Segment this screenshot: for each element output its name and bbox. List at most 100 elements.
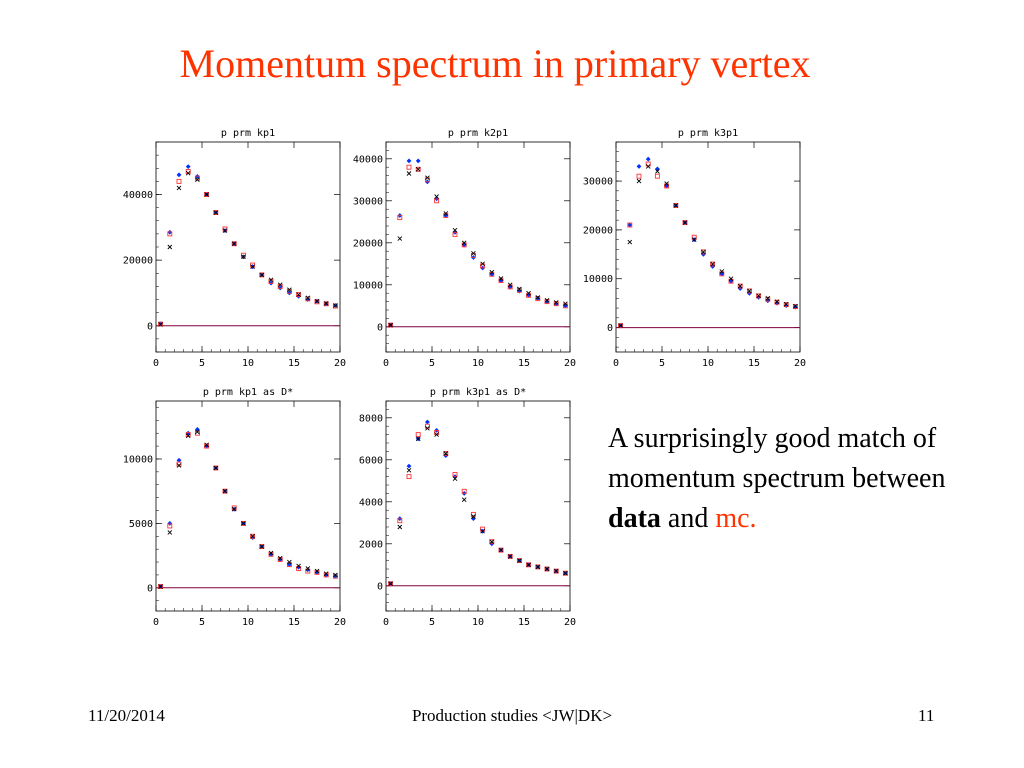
data-point-square (765, 296, 771, 302)
data-point-cross (204, 192, 209, 197)
data-point-cross (158, 322, 163, 327)
data-point-square (498, 547, 504, 553)
chart-title: p prm kp1 as D* (203, 387, 293, 398)
chart-p-prm-k2p1: p prm k2p1 0 5 10 15 20 0 10000 20000 30000 40000 (340, 122, 580, 372)
data-point-square (388, 322, 394, 328)
data-point-diamond (277, 557, 283, 562)
data-point-diamond (250, 535, 255, 540)
x-tick-label: 0 (613, 358, 619, 369)
data-point-cross (756, 293, 761, 299)
data-point-diamond (461, 242, 467, 248)
x-tick-label: 5 (429, 358, 435, 369)
data-point-cross (507, 554, 513, 559)
data-point-cross (213, 210, 219, 215)
y-tick-label: 6000 (359, 455, 383, 466)
data-point-square (443, 451, 449, 456)
data-point-cross (333, 572, 338, 578)
data-point-cross (397, 524, 403, 530)
data-point-diamond (636, 164, 642, 169)
x-tick-label: 15 (518, 617, 530, 628)
data-point-cross (765, 295, 771, 301)
data-point-square (792, 304, 798, 310)
data-point-cross (415, 436, 421, 442)
data-point-square (774, 299, 780, 305)
data-point-square (654, 173, 660, 179)
data-point-cross (185, 433, 191, 439)
data-point-cross (287, 287, 292, 292)
data-point-cross (397, 236, 403, 241)
data-point-cross (710, 261, 715, 267)
data-point-square (268, 551, 274, 557)
data-point-square (167, 231, 173, 237)
data-point-square (535, 564, 541, 570)
y-tick-label: 10000 (123, 454, 153, 465)
data-point-diamond (176, 457, 182, 463)
data-point-cross (222, 228, 228, 233)
data-point-cross (691, 237, 697, 242)
data-point-square (388, 581, 394, 587)
y-tick-label: 2000 (359, 539, 383, 550)
data-point-diamond (406, 158, 412, 164)
data-point-cross (489, 539, 495, 545)
data-point-diamond (544, 299, 550, 304)
data-point-cross (176, 185, 182, 191)
data-point-square (553, 301, 559, 307)
x-tick-label: 20 (564, 358, 576, 369)
data-point-square (277, 557, 283, 562)
data-point-cross (259, 272, 265, 278)
data-point-square (158, 321, 164, 327)
data-point-cross (452, 476, 458, 482)
data-point-square (194, 430, 200, 436)
data-point-cross (517, 558, 522, 563)
data-point-cross (314, 568, 320, 574)
data-point-square (158, 584, 164, 589)
data-point-diamond (406, 463, 412, 469)
data-point-square (213, 210, 219, 215)
data-point-cross (526, 290, 531, 296)
data-point-cross (259, 544, 265, 549)
data-point-square (544, 299, 550, 305)
data-point-cross (434, 194, 439, 199)
y-tick-label: 0 (377, 581, 383, 592)
y-tick-label: 5000 (129, 519, 153, 530)
data-point-cross (443, 211, 449, 216)
footer-date: 11/20/2014 (88, 706, 165, 725)
data-point-cross (296, 292, 301, 297)
x-tick-label: 20 (564, 617, 576, 628)
data-point-square (516, 558, 522, 564)
y-tick-label: 0 (607, 323, 613, 334)
data-point-cross (167, 244, 173, 250)
data-point-cross (563, 570, 568, 576)
data-point-square (673, 203, 679, 208)
data-point-cross (323, 301, 329, 306)
data-point-cross (627, 239, 633, 245)
data-point-square (213, 465, 219, 471)
data-point-diamond (645, 156, 651, 162)
data-point-cross (526, 562, 531, 568)
data-point-square (507, 553, 513, 559)
data-point-diamond (195, 426, 200, 432)
data-point-square (424, 423, 430, 429)
data-point-cross (461, 240, 467, 246)
data-point-diamond (333, 573, 338, 579)
chart-title: p prm k2p1 (448, 128, 508, 139)
chart-p-prm-kp1: p prm kp1 0 5 10 15 20 0 20000 40000 (110, 122, 350, 372)
y-tick-label: 8000 (359, 413, 383, 424)
data-point-square (323, 572, 329, 578)
data-point-square (562, 570, 568, 576)
data-point-square (746, 288, 752, 294)
x-tick-label: 0 (153, 358, 159, 369)
data-point-square (415, 166, 421, 172)
x-tick-label: 0 (383, 617, 389, 628)
y-tick-label: 30000 (353, 196, 383, 207)
data-point-cross (425, 425, 430, 431)
data-point-cross (655, 168, 660, 174)
data-point-square (332, 303, 338, 309)
y-tick-label: 4000 (359, 497, 383, 508)
summary-text-pre: A surprisingly good match of momentum sp… (608, 423, 946, 494)
data-point-square (737, 283, 743, 289)
footer-page-number: 11 (918, 706, 935, 725)
data-point-cross (489, 269, 495, 275)
data-point-cross (563, 301, 568, 307)
data-point-cross (231, 506, 237, 512)
